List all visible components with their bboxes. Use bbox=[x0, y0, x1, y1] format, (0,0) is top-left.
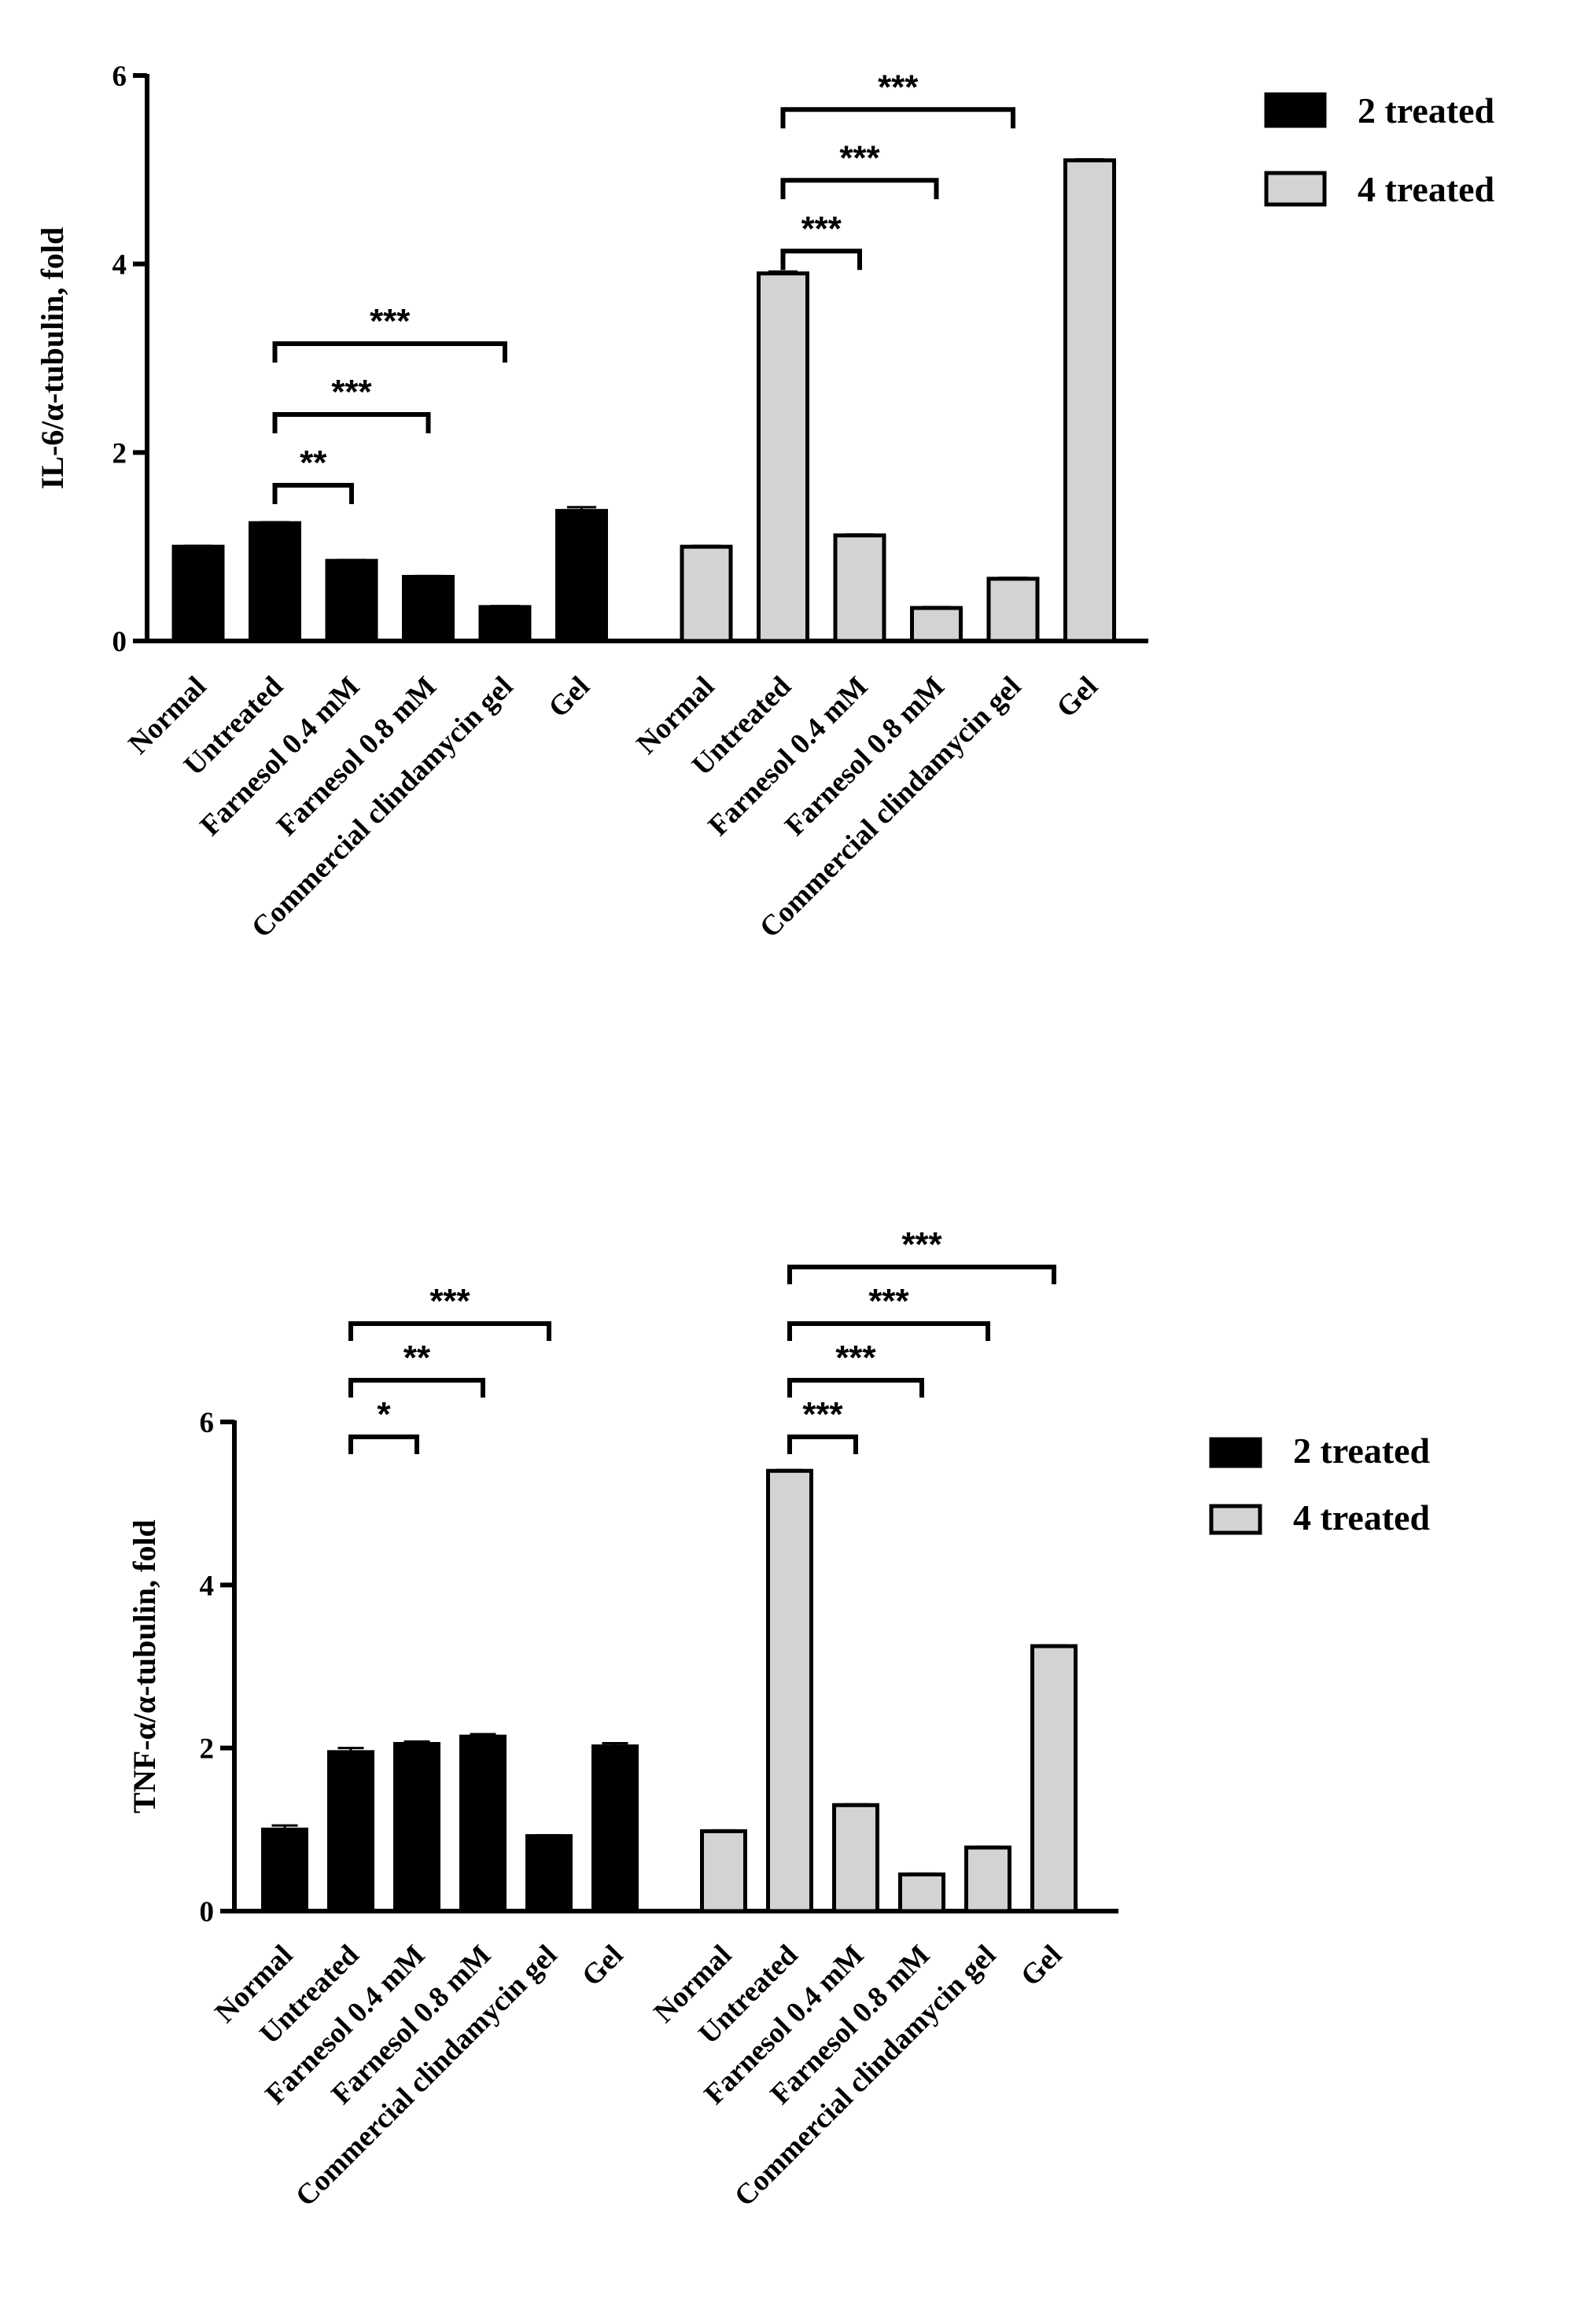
bar bbox=[700, 1829, 747, 1913]
bar bbox=[591, 1744, 639, 1913]
y-tick-label: 6 bbox=[200, 1407, 215, 1439]
significance-bracket bbox=[787, 1321, 990, 1341]
category-label: Gel bbox=[1051, 670, 1104, 724]
legend-swatch bbox=[1209, 1437, 1262, 1468]
significance-bracket bbox=[272, 483, 354, 504]
bar bbox=[171, 544, 225, 643]
y-axis-title: TNF-α/α-tubulin, fold bbox=[127, 1519, 162, 1814]
significance-label: *** bbox=[835, 1339, 876, 1377]
significance-bracket bbox=[780, 178, 939, 200]
significance-label: *** bbox=[802, 1395, 843, 1434]
bar bbox=[833, 533, 886, 643]
bar bbox=[986, 576, 1040, 643]
bar bbox=[680, 544, 733, 643]
y-tick-label: 0 bbox=[112, 626, 127, 658]
significance-label: *** bbox=[429, 1282, 470, 1320]
significance-label: *** bbox=[839, 138, 880, 177]
y-tick-label: 2 bbox=[112, 437, 127, 470]
significance-bracket bbox=[780, 107, 1015, 129]
significance-label: *** bbox=[868, 1282, 909, 1320]
significance-bracket bbox=[348, 1321, 551, 1341]
significance-bracket bbox=[272, 412, 431, 433]
legend-swatch bbox=[1264, 92, 1327, 128]
bar bbox=[910, 606, 963, 643]
legend-label: 2 treated bbox=[1358, 90, 1495, 131]
legend-label: 4 treated bbox=[1358, 169, 1495, 209]
bar bbox=[1030, 1644, 1078, 1913]
category-label: Gel bbox=[543, 670, 596, 724]
bar bbox=[327, 1750, 374, 1913]
y-tick-label: 4 bbox=[200, 1570, 215, 1602]
legend-label: 4 treated bbox=[1293, 1497, 1431, 1538]
bar bbox=[832, 1803, 879, 1913]
significance-label: ** bbox=[403, 1339, 431, 1377]
significance-bracket bbox=[348, 1435, 419, 1454]
significance-label: *** bbox=[331, 373, 372, 411]
significance-bracket bbox=[787, 1265, 1056, 1284]
bar bbox=[402, 575, 455, 643]
bar bbox=[555, 509, 608, 643]
y-tick-label: 2 bbox=[200, 1733, 215, 1766]
bar bbox=[261, 1827, 308, 1913]
bar bbox=[478, 605, 532, 643]
bar bbox=[757, 271, 809, 643]
bar bbox=[898, 1872, 945, 1913]
legend-swatch bbox=[1264, 171, 1327, 207]
y-tick-label: 4 bbox=[112, 249, 127, 282]
significance-bracket bbox=[272, 341, 507, 363]
y-axis-title: IL-6/α-tubulin, fold bbox=[35, 227, 70, 490]
bar bbox=[525, 1834, 573, 1913]
bar bbox=[964, 1845, 1011, 1913]
significance-label: *** bbox=[901, 1225, 942, 1264]
significance-label: *** bbox=[370, 302, 411, 341]
significance-label: * bbox=[377, 1395, 391, 1434]
y-tick-label: 0 bbox=[200, 1896, 215, 1928]
significance-label: *** bbox=[878, 68, 919, 106]
y-tick-label: 6 bbox=[112, 61, 127, 93]
significance-bracket bbox=[780, 249, 862, 271]
category-label: Gel bbox=[1015, 1939, 1068, 1992]
bar bbox=[766, 1468, 813, 1913]
bar bbox=[1063, 158, 1116, 643]
significance-bracket bbox=[787, 1378, 924, 1398]
bar bbox=[249, 521, 301, 643]
bar bbox=[459, 1734, 507, 1913]
significance-label: *** bbox=[801, 209, 842, 248]
significance-bracket bbox=[787, 1435, 858, 1454]
bar bbox=[393, 1741, 440, 1913]
category-label: Gel bbox=[576, 1939, 629, 1992]
legend-label: 2 treated bbox=[1293, 1431, 1431, 1471]
significance-bracket bbox=[348, 1378, 485, 1398]
bar bbox=[325, 558, 378, 643]
legend-swatch bbox=[1209, 1504, 1262, 1535]
significance-label: ** bbox=[300, 444, 327, 482]
